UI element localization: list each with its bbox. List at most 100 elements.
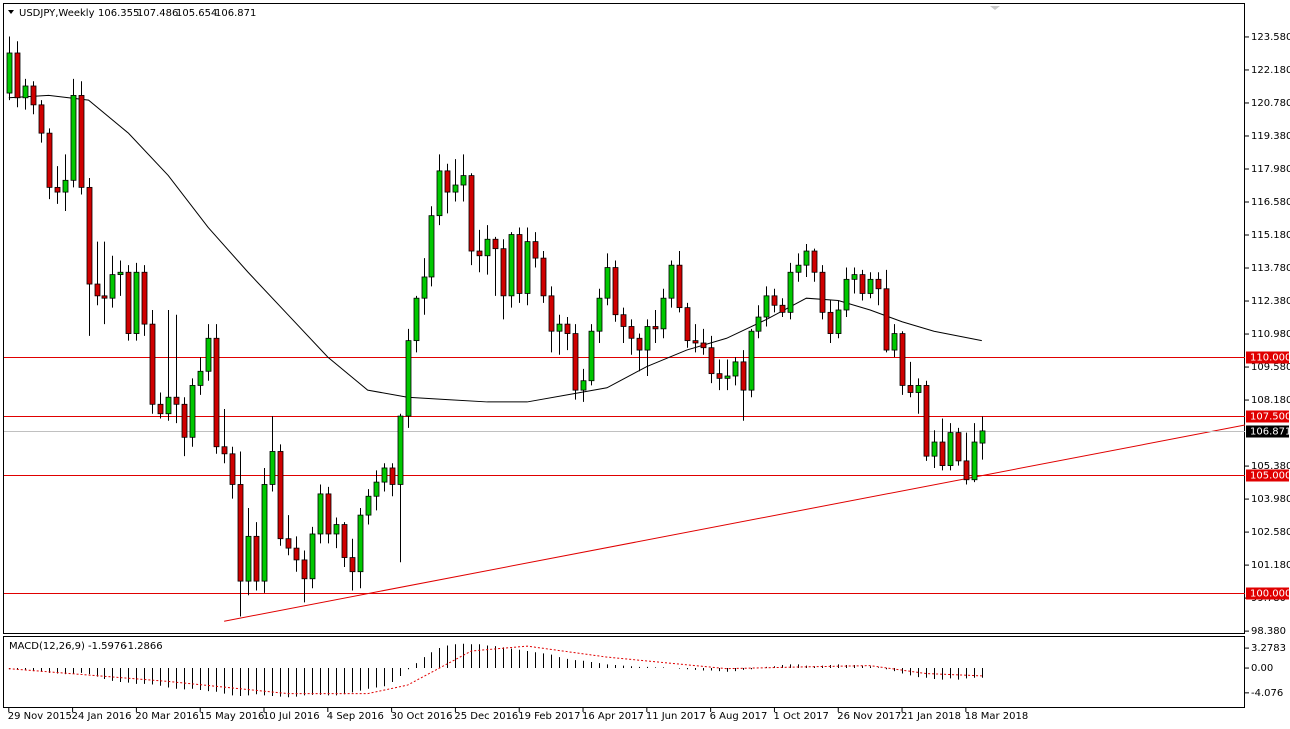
- level-label: 107.500: [1250, 412, 1290, 423]
- candle-body: [173, 396, 180, 405]
- candle-body: [795, 264, 802, 273]
- y-tick-label: 103.980: [1251, 494, 1290, 505]
- candle-body: [748, 330, 755, 391]
- candle-body: [811, 250, 818, 273]
- macd-y-tick-label: -4.076: [1251, 688, 1283, 699]
- candle-body: [381, 467, 388, 483]
- candle-body: [101, 295, 108, 299]
- candle-body: [157, 403, 164, 415]
- candle-body: [484, 238, 491, 257]
- shift-marker: [990, 6, 1000, 10]
- candle-body: [859, 274, 866, 294]
- candle-body: [652, 326, 659, 330]
- candle-body: [14, 52, 21, 99]
- y-tick-label: 110.980: [1251, 329, 1290, 340]
- candle-body: [476, 250, 483, 257]
- candle-body: [692, 340, 699, 344]
- candle-body: [269, 451, 276, 485]
- y-tick-label: 105.380: [1251, 461, 1290, 472]
- y-tick-label: 113.780: [1251, 263, 1290, 274]
- candle-body: [62, 179, 69, 193]
- candle-body: [827, 311, 834, 334]
- candle-body: [604, 267, 611, 299]
- candle-body: [779, 304, 786, 313]
- candle-body: [317, 493, 324, 535]
- signal-value: -1.2866: [124, 641, 163, 652]
- candle-body: [851, 274, 858, 280]
- x-tick-label: 10 Jul 2016: [263, 711, 320, 722]
- candle-body: [357, 514, 364, 573]
- candle-body: [444, 170, 451, 193]
- candle-body: [468, 175, 475, 252]
- candle-body: [341, 524, 348, 558]
- x-tick-label: 1 Oct 2017: [773, 711, 828, 722]
- candle-body: [46, 132, 53, 188]
- level-label: 105.000: [1250, 471, 1290, 482]
- candle-body: [716, 373, 723, 379]
- candle-body: [668, 264, 675, 299]
- candle-body: [245, 535, 252, 582]
- candle-body: [684, 307, 691, 342]
- candle-body: [333, 524, 340, 535]
- candle-body: [197, 370, 204, 386]
- candle-body: [644, 326, 651, 351]
- candle-body: [771, 295, 778, 306]
- x-tick-label: 20 Mar 2016: [135, 711, 198, 722]
- open-value: 106.355: [98, 8, 139, 19]
- candle-body: [947, 432, 954, 466]
- candle-body: [54, 186, 61, 193]
- level-label: 110.000: [1250, 353, 1290, 364]
- candle-body: [397, 415, 404, 485]
- macd-y-tick-label: 3.2783: [1251, 643, 1286, 654]
- candle-body: [125, 271, 132, 334]
- candle-body: [556, 323, 563, 332]
- macd-panel: [3, 636, 1245, 708]
- trendline: [224, 424, 1245, 622]
- candle-body: [229, 453, 236, 485]
- candle-body: [532, 241, 539, 259]
- candle-body: [205, 337, 212, 372]
- x-tick-label: 18 Mar 2018: [965, 711, 1028, 722]
- candle-body: [165, 396, 172, 415]
- candle-body: [285, 538, 292, 549]
- candle-body: [452, 184, 459, 193]
- candle-body: [405, 340, 412, 417]
- x-tick-label: 6 Aug 2017: [710, 711, 768, 722]
- candle-body: [596, 297, 603, 332]
- candle-body: [819, 271, 826, 313]
- close-value: 106.871: [215, 8, 256, 19]
- candle-body: [979, 430, 986, 444]
- macd-value: -1.5976: [88, 641, 127, 652]
- candle-body: [724, 375, 731, 379]
- x-tick-label: 16 Apr 2017: [582, 711, 644, 722]
- candle-body: [436, 170, 443, 217]
- candle-body: [70, 95, 77, 181]
- candle-body: [261, 484, 268, 582]
- y-tick-label: 109.580: [1251, 362, 1290, 373]
- x-tick-label: 11 Jun 2017: [646, 711, 706, 722]
- x-tick-label: 4 Sep 2016: [327, 711, 384, 722]
- y-tick-label: 117.980: [1251, 164, 1290, 175]
- candle-body: [867, 278, 874, 294]
- candle-body: [740, 361, 747, 391]
- candle-body: [875, 278, 882, 290]
- candle-body: [109, 274, 116, 299]
- candle-body: [213, 337, 220, 448]
- y-tick-label: 116.580: [1251, 197, 1290, 208]
- candle-body: [413, 297, 420, 342]
- signal-line: [8, 645, 982, 695]
- menu-arrow[interactable]: [8, 10, 14, 14]
- price-label-box: [1246, 425, 1289, 438]
- candle-body: [939, 441, 946, 466]
- candle-body: [971, 441, 978, 481]
- candle-body: [492, 238, 499, 250]
- candle-body: [508, 234, 515, 297]
- candle-body: [620, 314, 627, 327]
- candle-body: [117, 271, 124, 276]
- candle-body: [763, 295, 770, 318]
- candle-body: [22, 85, 29, 99]
- candle-body: [899, 333, 906, 386]
- y-tick-label: 112.380: [1251, 296, 1290, 307]
- y-tick-label: 101.180: [1251, 560, 1290, 571]
